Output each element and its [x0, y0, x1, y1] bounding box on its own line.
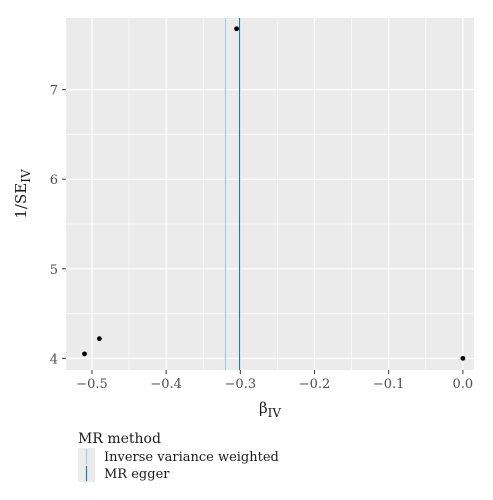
method-lines — [224, 18, 241, 370]
y-tick-label: 7 — [50, 84, 58, 99]
legend-label: MR egger — [104, 467, 170, 482]
x-tick-label: −0.2 — [299, 377, 331, 392]
y-tick-label: 4 — [50, 352, 58, 367]
data-point — [82, 351, 87, 357]
data-point — [460, 355, 466, 361]
x-tick-label: −0.4 — [150, 377, 182, 392]
y-tick-label: 6 — [50, 173, 58, 188]
y-tick-label: 5 — [50, 263, 58, 278]
x-axis-ticks: −0.5 −0.4 −0.3 −0.2 −0.1 0.0 — [76, 370, 473, 392]
y-axis-title-subscript: IV — [19, 169, 33, 183]
x-tick-label: 0.0 — [453, 377, 474, 392]
grid-minor — [66, 18, 474, 370]
x-tick-label: −0.3 — [225, 377, 257, 392]
y-axis-title: 1/SEIV — [12, 169, 33, 219]
x-tick-label: −0.5 — [76, 377, 108, 392]
legend-entries: Inverse variance weighted MR egger — [78, 448, 279, 482]
legend-label: Inverse variance weighted — [104, 450, 279, 465]
x-axis-title-main: β — [259, 399, 268, 417]
y-axis-ticks: 4 5 6 7 — [50, 84, 66, 367]
grid-major — [66, 18, 474, 370]
plot-panel — [66, 18, 474, 370]
legend-title: MR method — [78, 431, 161, 447]
x-axis-title: βIV — [259, 399, 281, 420]
x-axis-title-subscript: IV — [268, 406, 282, 420]
x-tick-label: −0.1 — [373, 377, 405, 392]
legend: MR method Inverse variance weighted MR eg… — [78, 431, 279, 482]
data-point — [234, 26, 240, 32]
y-axis-title-main: 1/SE — [12, 183, 30, 219]
data-point — [96, 336, 102, 342]
data-points — [82, 26, 466, 361]
